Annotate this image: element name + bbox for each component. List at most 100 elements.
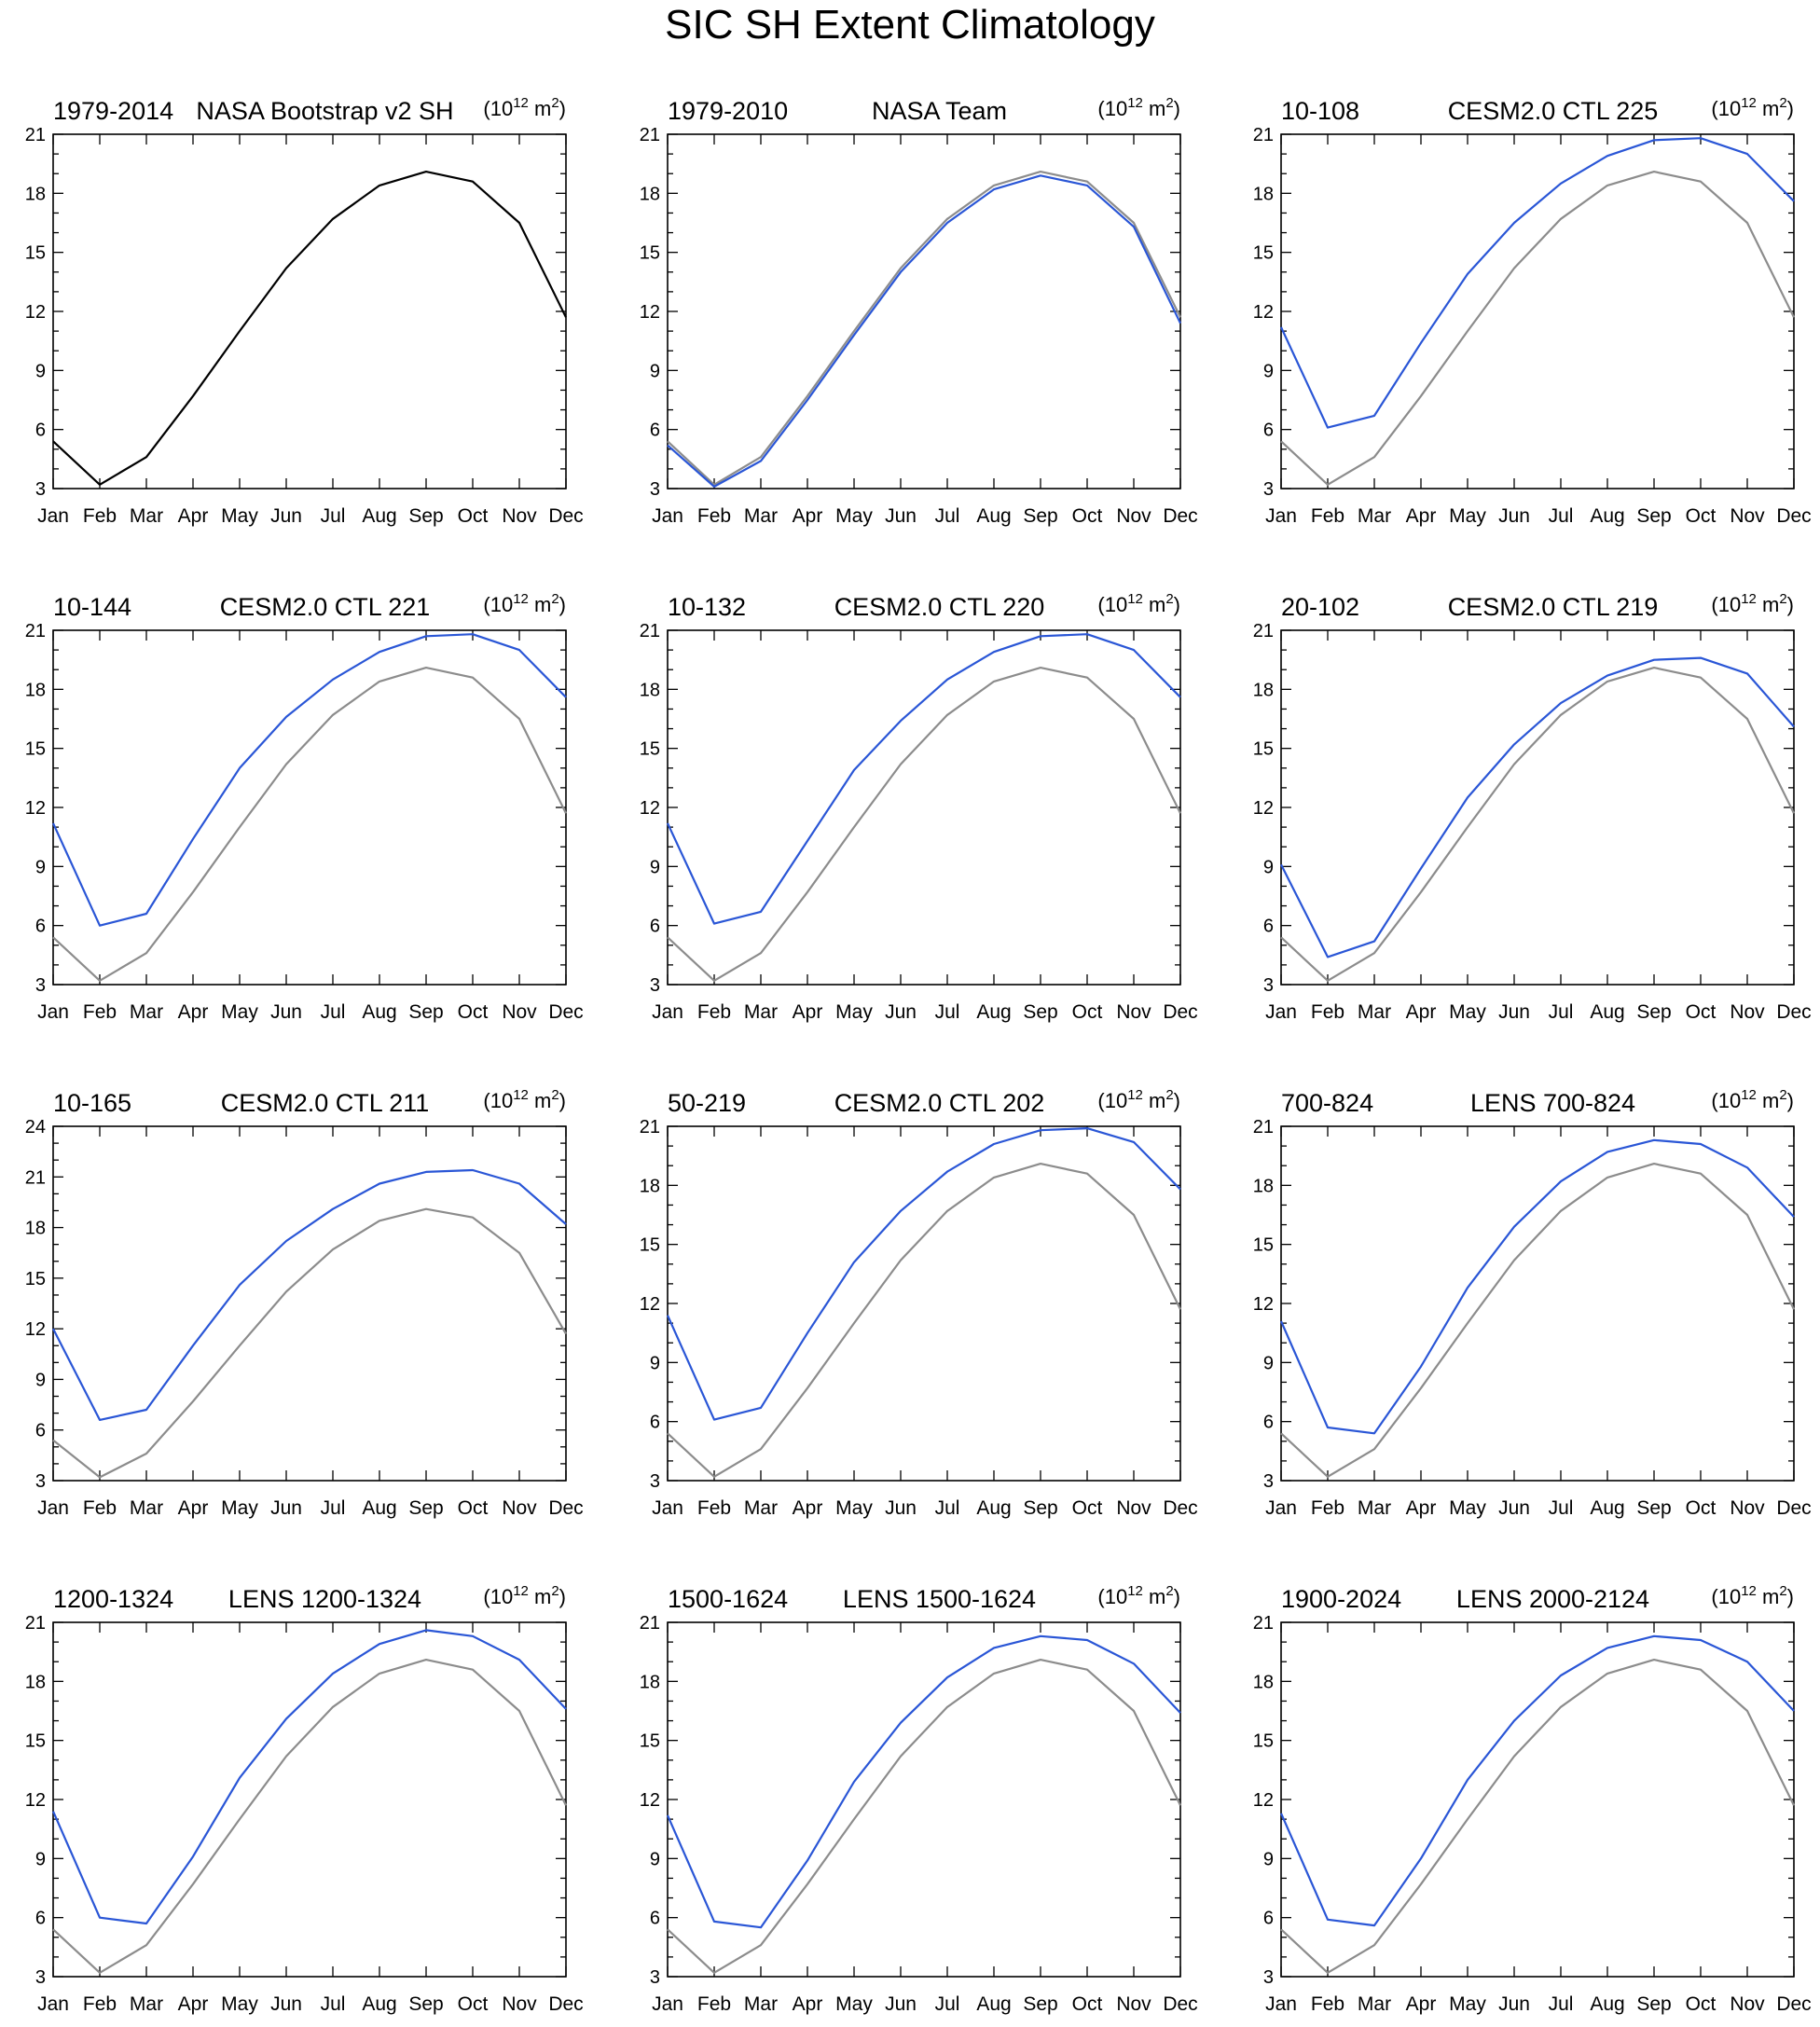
plot-frame <box>1280 133 1795 490</box>
panel-left-label: 700-824 <box>1281 1089 1373 1117</box>
panel-center-label: CESM2.0 CTL 202 <box>834 1089 1045 1117</box>
y-tick-label: 12 <box>640 1294 660 1315</box>
y-tick-label: 21 <box>1253 125 1274 145</box>
x-tick-label: Jul <box>935 505 960 527</box>
x-tick-label: Apr <box>1406 1993 1437 2015</box>
y-tick-label: 21 <box>25 1167 46 1188</box>
y-tick-label: 9 <box>1263 857 1274 877</box>
x-tick-label: Nov <box>1116 1001 1151 1023</box>
x-tick-label: Dec <box>1776 1993 1811 2015</box>
series-line-model <box>1279 1634 1795 1927</box>
series-line-model <box>1279 1138 1795 1435</box>
plot-frame <box>52 1621 567 1978</box>
plot-frame <box>667 1621 1181 1978</box>
x-tick-label: Oct <box>1686 1497 1717 1519</box>
y-tick-label: 6 <box>1263 917 1274 937</box>
x-tick-label: Jun <box>885 505 917 527</box>
y-tick-label: 15 <box>1253 243 1274 264</box>
y-tick-label: 21 <box>25 621 46 641</box>
x-tick-label: Jul <box>935 1001 960 1023</box>
y-tick-label: 6 <box>35 1421 46 1441</box>
y-tick-label: 21 <box>640 1117 660 1138</box>
series-line-model <box>1280 137 1795 429</box>
series-line-model <box>667 174 1181 489</box>
chart-panel-6: 3 6 9 12 15 18 21 Jan Feb Mar Apr May Jun Jul Aug Sep Oc… <box>1253 591 1812 1023</box>
x-tick-label: Feb <box>697 505 731 527</box>
panel-center-label: CESM2.0 CTL 220 <box>834 593 1045 621</box>
panel-units-label: (1012 m2) <box>1711 1583 1794 1608</box>
plot-frame <box>1280 1125 1795 1482</box>
panel-left-label: 1979-2010 <box>668 97 788 125</box>
x-tick-label: Feb <box>1311 1993 1344 2015</box>
panel-left-label: 1900-2024 <box>1281 1585 1401 1613</box>
series-line-observed <box>52 666 567 982</box>
x-tick-label: Aug <box>1590 505 1624 527</box>
y-tick-label: 15 <box>640 739 660 760</box>
x-tick-label: Mar <box>744 1993 778 2015</box>
y-tick-label: 3 <box>650 975 660 996</box>
y-tick-label: 18 <box>25 680 46 700</box>
x-tick-label: Aug <box>1590 1001 1624 1023</box>
y-tick-label: 6 <box>35 1909 46 1929</box>
x-tick-label: Sep <box>1023 505 1057 527</box>
x-tick-label: May <box>835 1993 873 2015</box>
panel-left-label: 1200-1324 <box>53 1585 173 1613</box>
y-tick-label: 3 <box>1263 1471 1274 1492</box>
series-line-observed <box>667 1658 1181 1974</box>
x-tick-label: Jul <box>935 1497 960 1519</box>
panel-units-label: (1012 m2) <box>1711 1087 1794 1112</box>
y-tick-label: 12 <box>1253 1790 1274 1811</box>
x-tick-label: Aug <box>1590 1993 1624 2015</box>
panel-center-label: LENS 2000-2124 <box>1456 1585 1649 1613</box>
x-tick-label: Oct <box>1072 1497 1103 1519</box>
y-tick-label: 9 <box>1263 1849 1274 1869</box>
x-tick-label: Apr <box>178 1001 209 1023</box>
panel-center-label: CESM2.0 CTL 211 <box>221 1089 430 1117</box>
x-tick-label: Sep <box>1023 1993 1057 2015</box>
chart-panel-4: 3 6 9 12 15 18 21 Jan Feb Mar Apr May Jun Jul Aug Sep Oc… <box>25 591 584 1023</box>
x-tick-label: Dec <box>1163 505 1197 527</box>
panel-center-label: NASA Team <box>872 97 1007 125</box>
x-tick-label: Apr <box>793 1001 823 1023</box>
panel-center-label: CESM2.0 CTL 225 <box>1448 97 1659 125</box>
series-line-observed <box>1280 1162 1795 1478</box>
x-tick-label: Nov <box>502 1497 537 1519</box>
panel-left-label: 1500-1624 <box>668 1585 788 1613</box>
y-tick-label: 18 <box>1253 1176 1274 1196</box>
y-tick-label: 6 <box>1263 421 1274 441</box>
y-tick-label: 6 <box>1263 1413 1274 1433</box>
x-tick-label: Oct <box>1072 505 1103 527</box>
x-tick-label: Apr <box>178 1993 209 2015</box>
x-tick-label: Nov <box>1116 1497 1151 1519</box>
panel-units-label: (1012 m2) <box>483 95 566 120</box>
y-tick-label: 9 <box>1263 1353 1274 1373</box>
plot-frame <box>52 133 567 490</box>
x-tick-label: Dec <box>548 1001 583 1023</box>
x-tick-label: Nov <box>502 1001 537 1023</box>
y-tick-label: 12 <box>640 798 660 819</box>
y-tick-label: 3 <box>35 1471 46 1492</box>
y-tick-label: 21 <box>25 125 46 145</box>
x-tick-label: Aug <box>362 1001 396 1023</box>
plot-frame <box>667 1125 1181 1482</box>
series-line-observed <box>1280 171 1795 486</box>
x-tick-label: Apr <box>1406 1497 1437 1519</box>
y-tick-label: 3 <box>650 479 660 500</box>
x-tick-label: Jul <box>1549 1497 1574 1519</box>
x-tick-label: Nov <box>1116 1993 1151 2015</box>
x-tick-label: Nov <box>1730 1993 1765 2015</box>
x-tick-label: Oct <box>1686 1993 1717 2015</box>
y-tick-label: 21 <box>25 1613 46 1634</box>
x-tick-label: Dec <box>548 1993 583 2015</box>
y-tick-label: 21 <box>1253 1613 1274 1634</box>
y-tick-label: 9 <box>35 361 46 381</box>
x-tick-label: Jan <box>1265 1001 1297 1023</box>
y-tick-label: 21 <box>1253 621 1274 641</box>
panel-center-label: CESM2.0 CTL 221 <box>220 593 431 621</box>
y-tick-label: 9 <box>1263 361 1274 381</box>
panel-center-label: CESM2.0 CTL 219 <box>1448 593 1659 621</box>
x-tick-label: May <box>221 505 258 527</box>
x-tick-label: Apr <box>1406 1001 1437 1023</box>
y-tick-label: 18 <box>640 1176 660 1196</box>
y-tick-label: 6 <box>650 1413 660 1433</box>
